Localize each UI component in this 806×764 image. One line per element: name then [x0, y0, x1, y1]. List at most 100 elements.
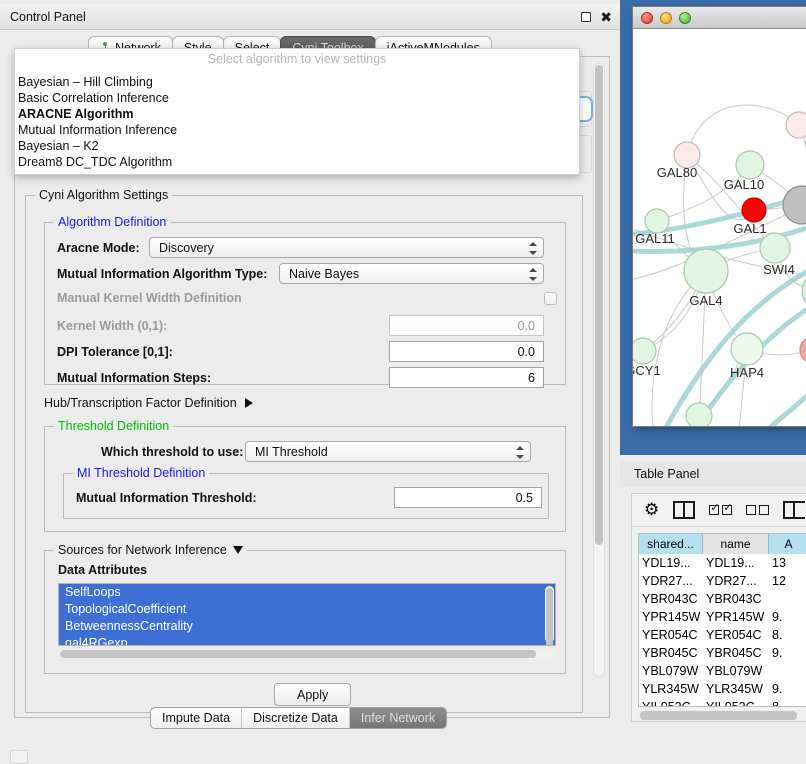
table-row[interactable]: YLR345W YLR345W 9. [639, 680, 806, 698]
network-node-label: GAL4 [689, 293, 722, 308]
which-threshold-select[interactable]: MI Threshold [245, 441, 531, 462]
data-attributes-list[interactable]: SelfLoops TopologicalCoefficient Between… [58, 583, 556, 646]
kernel-width-value: 0.0 [517, 318, 535, 333]
table-cell: YLR345W [706, 682, 763, 696]
list-item[interactable]: TopologicalCoefficient [65, 602, 187, 616]
table-cell: 9. [772, 646, 783, 660]
network-node[interactable] [741, 197, 767, 223]
algorithm-definition-group: Algorithm Definition Aracne Mode: Discov… [44, 215, 566, 388]
network-node[interactable] [673, 141, 701, 169]
table-cell [769, 662, 806, 680]
network-window-titlebar[interactable] [633, 7, 806, 29]
attributes-horizontal-scrollbar-thumb[interactable] [60, 650, 536, 658]
attributes-horizontal-scrollbar[interactable] [58, 649, 556, 659]
table-row[interactable]: YPR145W YPR145W 9. [639, 608, 806, 626]
apply-button-label: Apply [297, 687, 329, 702]
discretize-data-button[interactable]: Discretize Data [242, 708, 350, 728]
algorithm-option-mutual-information-inference[interactable]: Mutual Information Inference [18, 123, 178, 137]
network-node[interactable] [685, 402, 713, 427]
attributes-vertical-scrollbar-thumb[interactable] [546, 588, 553, 645]
table-cell: YPR145W [642, 610, 701, 624]
chevron-updown-icon [529, 241, 538, 256]
panel-scrollbar-thumb[interactable] [595, 65, 603, 545]
hub-transcription-factor-section[interactable]: Hub/Transcription Factor Definition [44, 396, 253, 410]
float-window-icon[interactable] [581, 11, 592, 22]
network-canvas[interactable]: GAL80GAL10GAL1GAL11SWI4GAL4GCY1HAP4HAP2 … [633, 29, 806, 426]
table-row[interactable]: YIL052C YIL052C 8. [639, 698, 806, 706]
triangle-right-icon[interactable] [244, 398, 253, 408]
impute-data-button[interactable]: Impute Data [151, 708, 243, 728]
which-threshold-label: Which threshold to use: [101, 444, 244, 459]
network-node[interactable] [759, 232, 791, 264]
table-row[interactable]: YBL079W YBL079W [639, 662, 806, 680]
table-horizontal-scrollbar-thumb[interactable] [640, 711, 797, 720]
network-node[interactable] [633, 337, 657, 365]
kernel-width-input[interactable]: 0.0 [389, 315, 544, 336]
minimize-yellow-icon[interactable] [660, 11, 672, 24]
table-row[interactable]: YDR27... YDR27... 12 [639, 572, 806, 590]
table-cell: YBR045C [706, 646, 762, 660]
dpi-tolerance-label: DPI Tolerance [0,1]: [57, 344, 173, 359]
mi-algorithm-type-value: Naive Bayes [289, 266, 360, 281]
table-panel-header: Table Panel [620, 461, 806, 487]
network-node[interactable] [644, 208, 670, 234]
table-row[interactable]: YBR043C YBR043C [639, 590, 806, 608]
threshold-definition-legend: Threshold Definition [54, 419, 174, 433]
table-panel: Table Panel ⚙ shared... name A YDL19...Y… [620, 455, 806, 762]
network-graph[interactable]: GAL80GAL10GAL1GAL11SWI4GAL4GCY1HAP4HAP2 … [633, 29, 806, 427]
aracne-mode-value: Discovery [159, 240, 214, 255]
infer-network-label: Infer Network [360, 711, 436, 725]
mutual-information-threshold-value: 0.5 [515, 490, 533, 505]
network-node[interactable] [785, 111, 806, 139]
mi-steps-input[interactable]: 6 [389, 367, 544, 388]
table-row[interactable]: YDL19... YDL19... 13 [639, 554, 806, 572]
panel-scrollbar[interactable] [593, 63, 605, 677]
attributes-vertical-scrollbar[interactable] [545, 586, 554, 645]
infer-network-button[interactable]: Infer Network [349, 708, 447, 728]
mi-algorithm-type-select[interactable]: Naive Bayes [279, 263, 544, 284]
network-node[interactable] [735, 150, 765, 180]
algorithm-option-basic-correlation-inference[interactable]: Basic Correlation Inference [18, 91, 169, 105]
algorithm-dropdown-popup[interactable]: Select algorithm to view settings Bayesi… [14, 48, 580, 175]
table-row[interactable]: YER054C YER054C 8. [639, 626, 806, 644]
network-node[interactable] [730, 332, 764, 366]
manual-kernel-width-checkbox[interactable] [544, 291, 557, 305]
close-icon[interactable]: ✖ [600, 8, 612, 25]
zoom-green-icon[interactable] [679, 11, 691, 24]
network-node[interactable] [683, 248, 729, 294]
gear-icon[interactable]: ⚙ [644, 500, 660, 519]
network-node[interactable] [799, 337, 806, 363]
page-title: Control Panel [10, 9, 86, 24]
unchecked-boxes-icon[interactable] [746, 505, 770, 515]
kernel-width-label: Kernel Width (0,1): [57, 318, 168, 333]
table-cell: YER054C [706, 628, 762, 642]
checked-boxes-icon[interactable] [709, 501, 732, 515]
split-columns-icon[interactable] [673, 501, 696, 519]
table-cell [769, 590, 806, 608]
close-red-icon[interactable] [641, 11, 653, 24]
table-icon[interactable] [783, 501, 806, 519]
table-row[interactable]: YBR045C YBR045C 9. [639, 644, 806, 662]
network-window-frame: GAL80GAL10GAL1GAL11SWI4GAL4GCY1HAP4HAP2 … [632, 6, 806, 427]
list-item[interactable]: BetweennessCentrality [65, 619, 193, 633]
column-header-a[interactable]: A [769, 534, 806, 554]
attribute-table[interactable]: shared... name A YDL19... YDL19... 13 YDR27… [638, 533, 806, 707]
column-header-name[interactable]: name [703, 534, 769, 554]
apply-button[interactable]: Apply [274, 683, 352, 706]
algorithm-option-bayesian-k2[interactable]: Bayesian – K2 [18, 139, 99, 153]
table-cell: YBL079W [706, 664, 763, 678]
triangle-down-icon[interactable] [232, 546, 243, 554]
algorithm-option-aracne-algorithm[interactable]: ARACNE Algorithm [18, 107, 134, 121]
table-horizontal-scrollbar[interactable] [638, 710, 806, 721]
column-header-shared[interactable]: shared... [639, 534, 703, 554]
chevron-updown-icon [516, 445, 525, 460]
dpi-tolerance-input[interactable]: 0.0 [389, 341, 544, 362]
aracne-mode-select[interactable]: Discovery [149, 237, 544, 258]
mutual-information-threshold-input[interactable]: 0.5 [394, 487, 542, 508]
network-node[interactable] [801, 272, 806, 310]
list-item[interactable]: SelfLoops [65, 585, 121, 599]
network-node[interactable] [782, 185, 806, 225]
algorithm-option-dream8-dc-tdc-algorithm[interactable]: Dream8 DC_TDC Algorithm [18, 155, 173, 169]
list-item[interactable]: gal4RGexp [65, 636, 128, 646]
algorithm-option-bayesian-hill-climbing[interactable]: Bayesian – Hill Climbing [18, 75, 153, 89]
